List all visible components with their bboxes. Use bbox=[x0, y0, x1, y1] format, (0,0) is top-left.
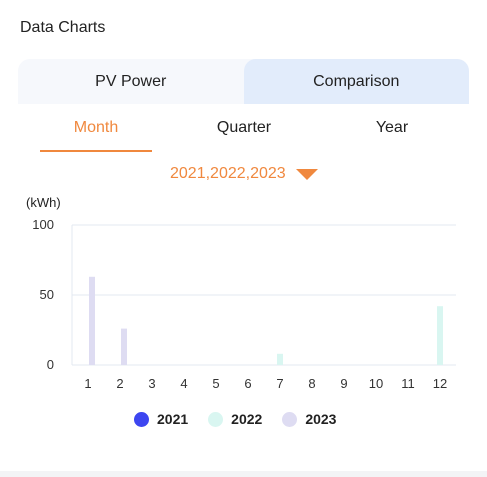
legend-label: 2021 bbox=[157, 411, 189, 427]
legend-dot-icon bbox=[282, 411, 298, 427]
legend-item-2022[interactable]: 2022 bbox=[208, 411, 262, 427]
x-tick-label: 7 bbox=[276, 376, 283, 390]
x-tick-label: 5 bbox=[212, 376, 219, 390]
x-tick-label: 8 bbox=[308, 376, 315, 390]
year-selector[interactable]: 2021,2022,2023 bbox=[170, 160, 318, 188]
chart-mode-tabs: PV Power Comparison bbox=[18, 59, 469, 104]
active-tab-underline bbox=[40, 150, 152, 152]
period-tab-year[interactable]: Year bbox=[375, 119, 409, 136]
x-tick-label: 12 bbox=[433, 376, 447, 390]
legend-dot-icon bbox=[208, 411, 224, 427]
legend-label: 2022 bbox=[231, 411, 263, 427]
x-tick-label: 3 bbox=[148, 376, 155, 390]
x-tick-label: 4 bbox=[180, 376, 187, 390]
x-tick-label: 11 bbox=[401, 376, 415, 390]
legend-dot-icon bbox=[134, 411, 149, 427]
bar-2022-7 bbox=[277, 353, 283, 365]
period-tabs: Month Quarter Year bbox=[18, 104, 469, 152]
year-selector-value: 2021,2022,2023 bbox=[170, 165, 286, 182]
tab-pv-power[interactable]: PV Power bbox=[95, 72, 167, 90]
y-tick-label: 100 bbox=[32, 217, 54, 232]
y-tick-label: 50 bbox=[40, 287, 54, 302]
bar-2022-12 bbox=[437, 306, 443, 365]
y-tick-label: 0 bbox=[47, 357, 54, 372]
triangle-down-icon bbox=[295, 168, 318, 180]
period-tab-quarter[interactable]: Quarter bbox=[216, 119, 272, 136]
section-title: Data Charts bbox=[20, 19, 106, 36]
x-tick-label: 9 bbox=[340, 376, 347, 390]
x-tick-label: 2 bbox=[116, 376, 123, 390]
bottom-divider bbox=[0, 471, 487, 477]
legend-item-2021[interactable]: 2021 bbox=[134, 411, 188, 427]
tab-comparison[interactable]: Comparison bbox=[243, 59, 469, 104]
legend-item-2023[interactable]: 2023 bbox=[282, 411, 336, 427]
y-axis-unit: (kWh) bbox=[26, 195, 61, 210]
chart-legend: 2021 2022 2023 bbox=[134, 411, 336, 427]
x-tick-label: 6 bbox=[244, 376, 251, 390]
legend-label: 2023 bbox=[305, 411, 337, 427]
period-tab-month[interactable]: Month bbox=[73, 119, 119, 136]
x-tick-label: 1 bbox=[84, 376, 91, 390]
x-tick-label: 10 bbox=[369, 376, 383, 390]
bar-2023-1 bbox=[89, 276, 95, 365]
bar-2023-2 bbox=[121, 328, 127, 365]
